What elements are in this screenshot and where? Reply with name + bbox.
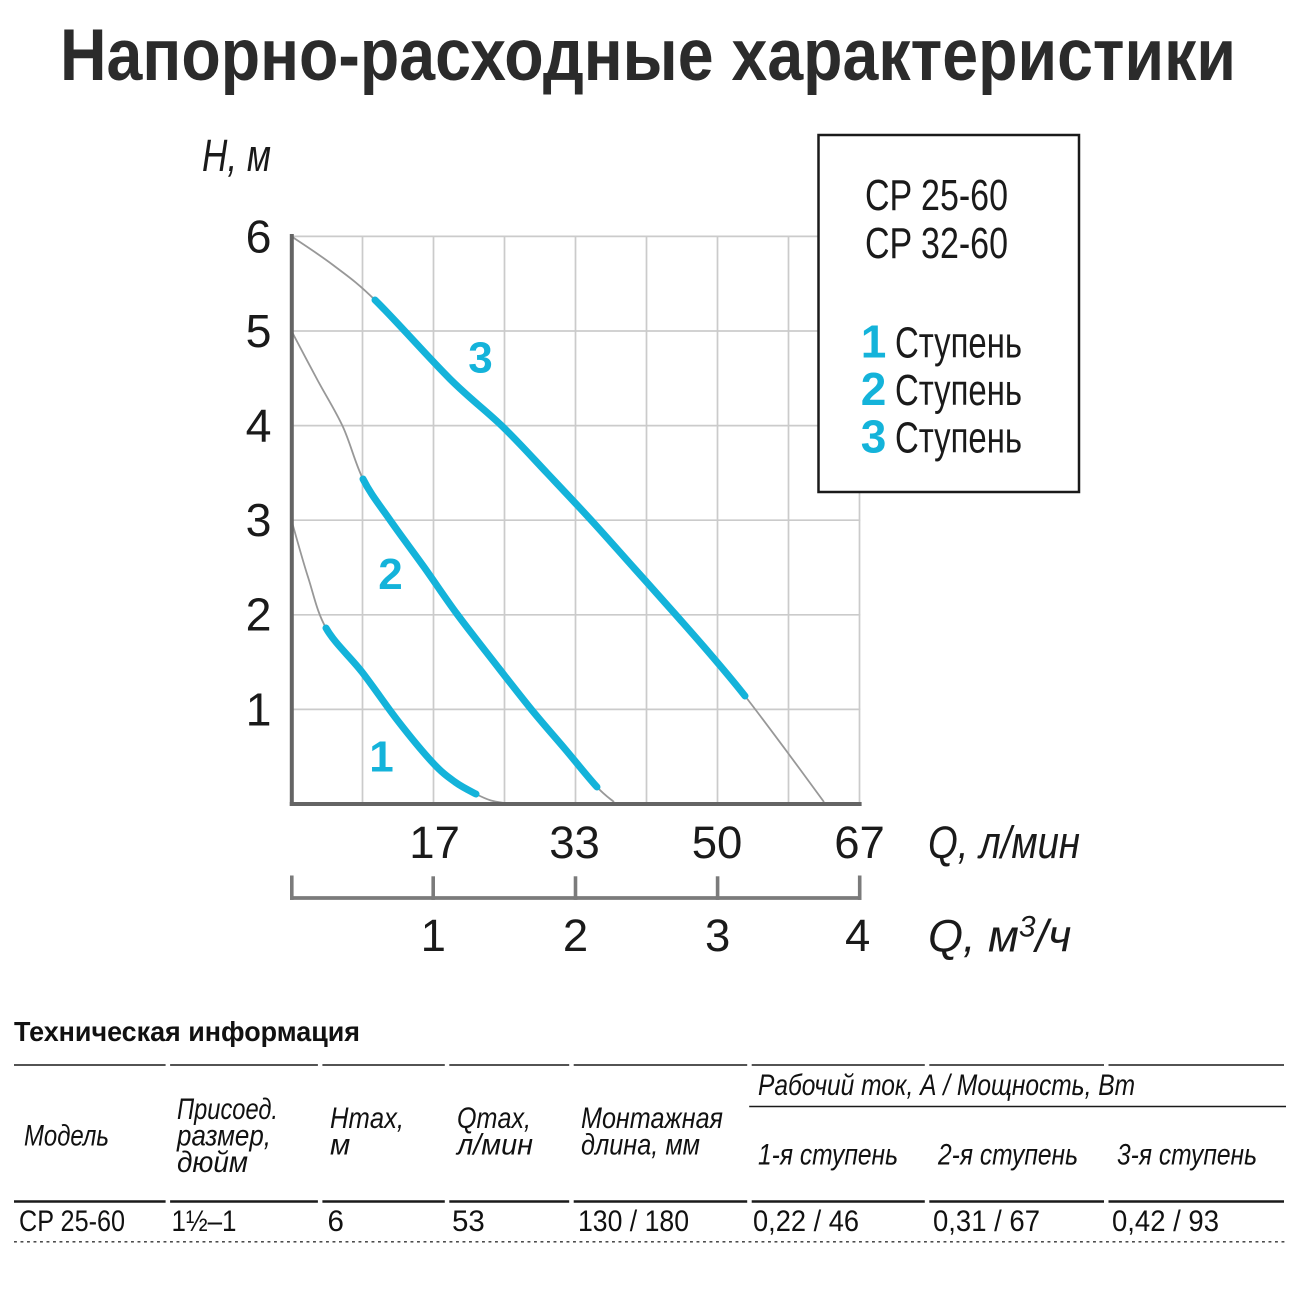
svg-text:Ступень: Ступень [895, 414, 1022, 463]
svg-text:130 / 180: 130 / 180 [578, 1205, 689, 1238]
svg-text:Рабочий ток, А / Мощность, Вт: Рабочий ток, А / Мощность, Вт [758, 1069, 1135, 1102]
svg-text:Q, м3/ч: Q, м3/ч [928, 911, 1071, 962]
svg-text:6: 6 [328, 1205, 344, 1238]
svg-text:50: 50 [692, 817, 743, 868]
svg-text:17: 17 [409, 817, 460, 868]
svg-text:33: 33 [549, 817, 600, 868]
svg-text:1: 1 [369, 733, 393, 782]
svg-text:Qmax,: Qmax, [457, 1102, 531, 1135]
svg-text:CP 25-60: CP 25-60 [19, 1205, 125, 1238]
svg-text:0,42 / 93: 0,42 / 93 [1112, 1205, 1219, 1238]
svg-text:Техническая информация: Техническая информация [14, 1016, 360, 1047]
svg-text:3-я ступень: 3-я ступень [1117, 1138, 1257, 1171]
svg-text:CP 25-60: CP 25-60 [865, 172, 1008, 220]
svg-text:6: 6 [246, 210, 272, 262]
svg-text:4: 4 [845, 910, 870, 961]
svg-text:Модель: Модель [24, 1120, 109, 1153]
svg-text:2-я ступень: 2-я ступень [937, 1138, 1078, 1171]
svg-text:1-я ступень: 1-я ступень [758, 1138, 898, 1171]
svg-text:Напорно-расходные характеристи: Напорно-расходные характеристики [60, 15, 1236, 96]
svg-text:5: 5 [246, 305, 272, 357]
svg-text:Q, л/мин: Q, л/мин [928, 817, 1080, 868]
svg-text:2: 2 [563, 910, 588, 961]
svg-text:4: 4 [246, 400, 272, 452]
svg-text:3: 3 [861, 411, 887, 463]
svg-text:53: 53 [452, 1205, 485, 1238]
svg-text:CP 32-60: CP 32-60 [865, 220, 1008, 268]
svg-text:3: 3 [246, 494, 272, 546]
svg-text:дюйм: дюйм [177, 1146, 248, 1179]
svg-text:1½–1: 1½–1 [172, 1205, 237, 1238]
svg-text:3: 3 [468, 334, 492, 383]
svg-text:1: 1 [246, 683, 272, 735]
svg-text:0,31 / 67: 0,31 / 67 [933, 1205, 1040, 1238]
svg-text:м: м [330, 1129, 350, 1162]
svg-text:1: 1 [421, 910, 446, 961]
svg-text:3: 3 [705, 910, 730, 961]
svg-text:л/мин: л/мин [455, 1129, 533, 1162]
svg-text:0,22 / 46: 0,22 / 46 [753, 1205, 859, 1238]
svg-text:Присоед.: Присоед. [177, 1093, 278, 1126]
svg-text:1: 1 [861, 316, 887, 368]
svg-text:Ступень: Ступень [895, 366, 1022, 415]
svg-text:Hmax,: Hmax, [330, 1102, 404, 1135]
svg-text:H, м: H, м [202, 130, 271, 181]
svg-text:размер,: размер, [176, 1120, 271, 1153]
svg-text:2: 2 [378, 550, 402, 599]
svg-text:2: 2 [861, 363, 887, 415]
svg-text:67: 67 [834, 817, 885, 868]
svg-text:Монтажная: Монтажная [581, 1102, 723, 1135]
svg-text:Ступень: Ступень [895, 319, 1022, 368]
svg-text:2: 2 [246, 589, 272, 641]
svg-text:длина, мм: длина, мм [581, 1129, 700, 1162]
